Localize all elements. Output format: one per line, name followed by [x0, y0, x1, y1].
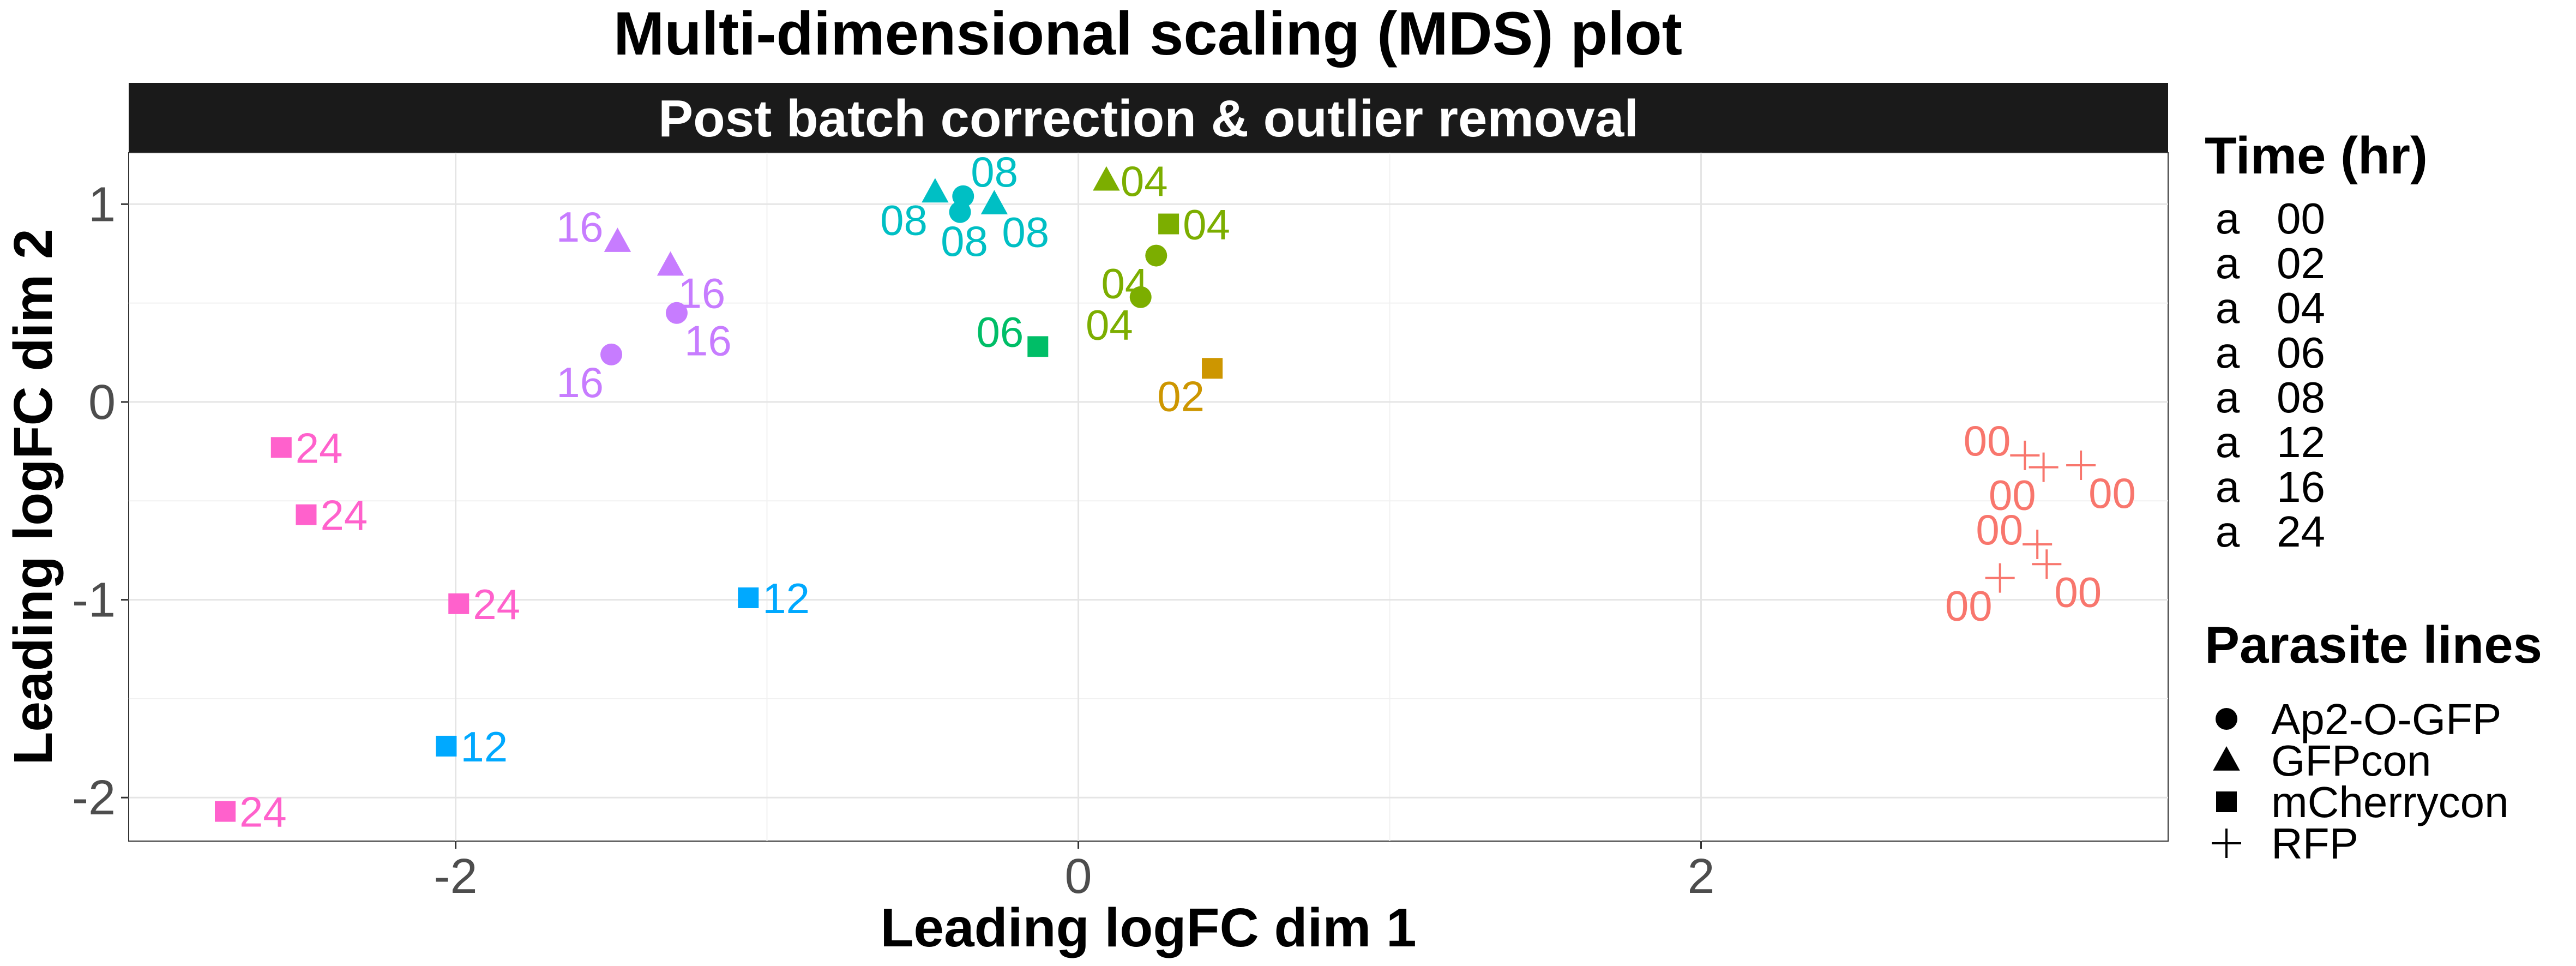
- x-axis-ticks: -2 0 2: [434, 841, 1715, 904]
- point-label: 00: [1989, 471, 2036, 519]
- point-label: 04: [1183, 201, 1230, 249]
- y-tick-label: -1: [72, 573, 116, 628]
- y-tick-label: -2: [72, 771, 116, 825]
- legend-label-time: 12: [2277, 418, 2325, 466]
- legend-key-square-icon: [2216, 791, 2237, 812]
- point-label: 04: [1086, 301, 1133, 349]
- data-point-gfpcon: [980, 190, 1008, 215]
- legend-label-time: 00: [2277, 194, 2325, 243]
- legend-key-triangle-icon: [2213, 746, 2240, 771]
- data-point-ap2-o-gfp: [949, 201, 971, 223]
- point-label: 02: [1157, 372, 1205, 420]
- legend-label-line: Ap2-O-GFP: [2271, 695, 2501, 743]
- point-label: 24: [473, 580, 520, 628]
- data-point-ap2-o-gfp: [665, 302, 688, 324]
- legend-label-line: mCherrycon: [2271, 778, 2509, 826]
- data-point-gfpcon: [604, 227, 631, 252]
- point-label: 00: [1945, 582, 1993, 630]
- data-point-rfp: [1985, 563, 2015, 593]
- chart-title: Multi-dimensional scaling (MDS) plot: [613, 0, 1682, 68]
- legend-label-time: 02: [2277, 239, 2325, 287]
- facet-strip-label: Post batch correction & outlier removal: [658, 89, 1639, 148]
- point-label: 00: [2054, 568, 2102, 616]
- y-axis-title: Leading logFC dim 2: [3, 229, 64, 765]
- data-point-rfp: [2010, 440, 2040, 470]
- point-label: 00: [1964, 417, 2011, 465]
- data-point-gfpcon: [657, 251, 684, 276]
- data-point-mcherrycon: [215, 801, 236, 822]
- point-label: 00: [1976, 506, 2023, 554]
- data-point-rfp: [2066, 450, 2096, 480]
- x-tick-label: 0: [1064, 849, 1092, 904]
- y-axis-ticks: -2 -1 0 1: [72, 177, 129, 825]
- data-point-ap2-o-gfp: [1145, 244, 1167, 267]
- legend-key-a-glyph: a: [2216, 463, 2240, 511]
- point-label: 12: [460, 723, 508, 771]
- data-point-ap2-o-gfp: [600, 343, 623, 365]
- point-label: 12: [762, 574, 810, 622]
- data-point-mcherrycon: [738, 587, 759, 608]
- point-label: 08: [880, 196, 928, 244]
- legend-title-time: Time (hr): [2205, 127, 2428, 185]
- legend-label-time: 08: [2277, 373, 2325, 422]
- data-point-rfp: [2029, 452, 2059, 482]
- point-label: 08: [1002, 208, 1049, 256]
- data-point-mcherrycon: [270, 437, 292, 458]
- legend-key-a-glyph: a: [2216, 239, 2240, 287]
- data-point-gfpcon: [1093, 166, 1120, 191]
- point-label: 00: [2089, 469, 2136, 517]
- data-point-ap2-o-gfp: [1129, 286, 1152, 308]
- data-point-rfp: [2032, 549, 2062, 579]
- legend: Time (hr) a 00 a 02 a 04 a 06 a 08 a 12 a 16 a 24 Parasit…: [2205, 127, 2542, 868]
- data-point-mcherrycon: [1202, 358, 1223, 379]
- data-point-mcherrycon: [1027, 336, 1049, 357]
- legend-key-a-glyph: a: [2216, 328, 2240, 377]
- point-label: 24: [296, 424, 343, 472]
- legend-label-time: 04: [2277, 284, 2325, 332]
- legend-label-time: 24: [2277, 507, 2325, 556]
- x-tick-label: 2: [1687, 849, 1714, 904]
- point-label: 24: [320, 491, 368, 539]
- legend-label-time: 16: [2277, 463, 2325, 511]
- point-label: 06: [977, 308, 1024, 356]
- point-label: 24: [239, 788, 287, 836]
- legend-key-a-glyph: a: [2216, 507, 2240, 556]
- data-point-mcherrycon: [448, 593, 470, 614]
- legend-key-a-glyph: a: [2216, 373, 2240, 422]
- legend-key-a-glyph: a: [2216, 284, 2240, 332]
- point-label: 04: [1102, 260, 1149, 308]
- legend-label-line: RFP: [2271, 819, 2358, 868]
- facet-strip: [129, 83, 2168, 153]
- point-label: 16: [556, 203, 604, 251]
- legend-key-circle-icon: [2216, 708, 2237, 730]
- point-label: 16: [678, 269, 726, 317]
- point-label: 04: [1121, 157, 1168, 205]
- legend-key-plus-icon: [2212, 829, 2241, 858]
- y-tick-label: 0: [88, 375, 116, 430]
- point-label: 08: [971, 148, 1018, 196]
- x-tick-label: -2: [434, 849, 478, 904]
- legend-key-a-glyph: a: [2216, 418, 2240, 466]
- point-label: 08: [941, 217, 988, 265]
- data-point-mcherrycon: [436, 735, 457, 757]
- legend-key-a-glyph: a: [2216, 194, 2240, 243]
- data-points: [215, 166, 2096, 822]
- data-point-mcherrycon: [296, 504, 317, 525]
- legend-title-lines: Parasite lines: [2205, 616, 2542, 674]
- point-label: 16: [556, 358, 604, 406]
- data-point-gfpcon: [922, 178, 949, 203]
- legend-label-line: GFPcon: [2271, 736, 2431, 785]
- point-label: 16: [684, 317, 732, 365]
- data-point-rfp: [2023, 530, 2053, 560]
- data-point-mcherrycon: [1158, 213, 1179, 235]
- x-axis-title: Leading logFC dim 1: [880, 897, 1416, 958]
- plot-panel: [128, 152, 2169, 842]
- legend-label-time: 06: [2277, 328, 2325, 377]
- y-tick-label: 1: [88, 177, 116, 232]
